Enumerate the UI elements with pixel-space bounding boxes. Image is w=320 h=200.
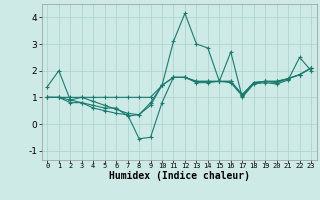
X-axis label: Humidex (Indice chaleur): Humidex (Indice chaleur) — [109, 171, 250, 181]
